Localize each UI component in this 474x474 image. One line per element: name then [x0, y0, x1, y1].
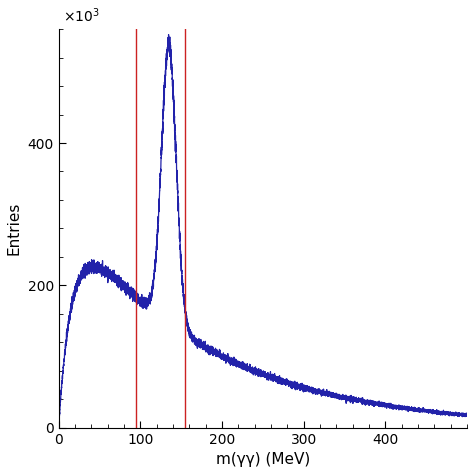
X-axis label: m(γγ) (MeV): m(γγ) (MeV)	[216, 452, 310, 467]
Y-axis label: Entries: Entries	[7, 202, 22, 255]
Text: $\times 10^3$: $\times 10^3$	[63, 7, 100, 25]
